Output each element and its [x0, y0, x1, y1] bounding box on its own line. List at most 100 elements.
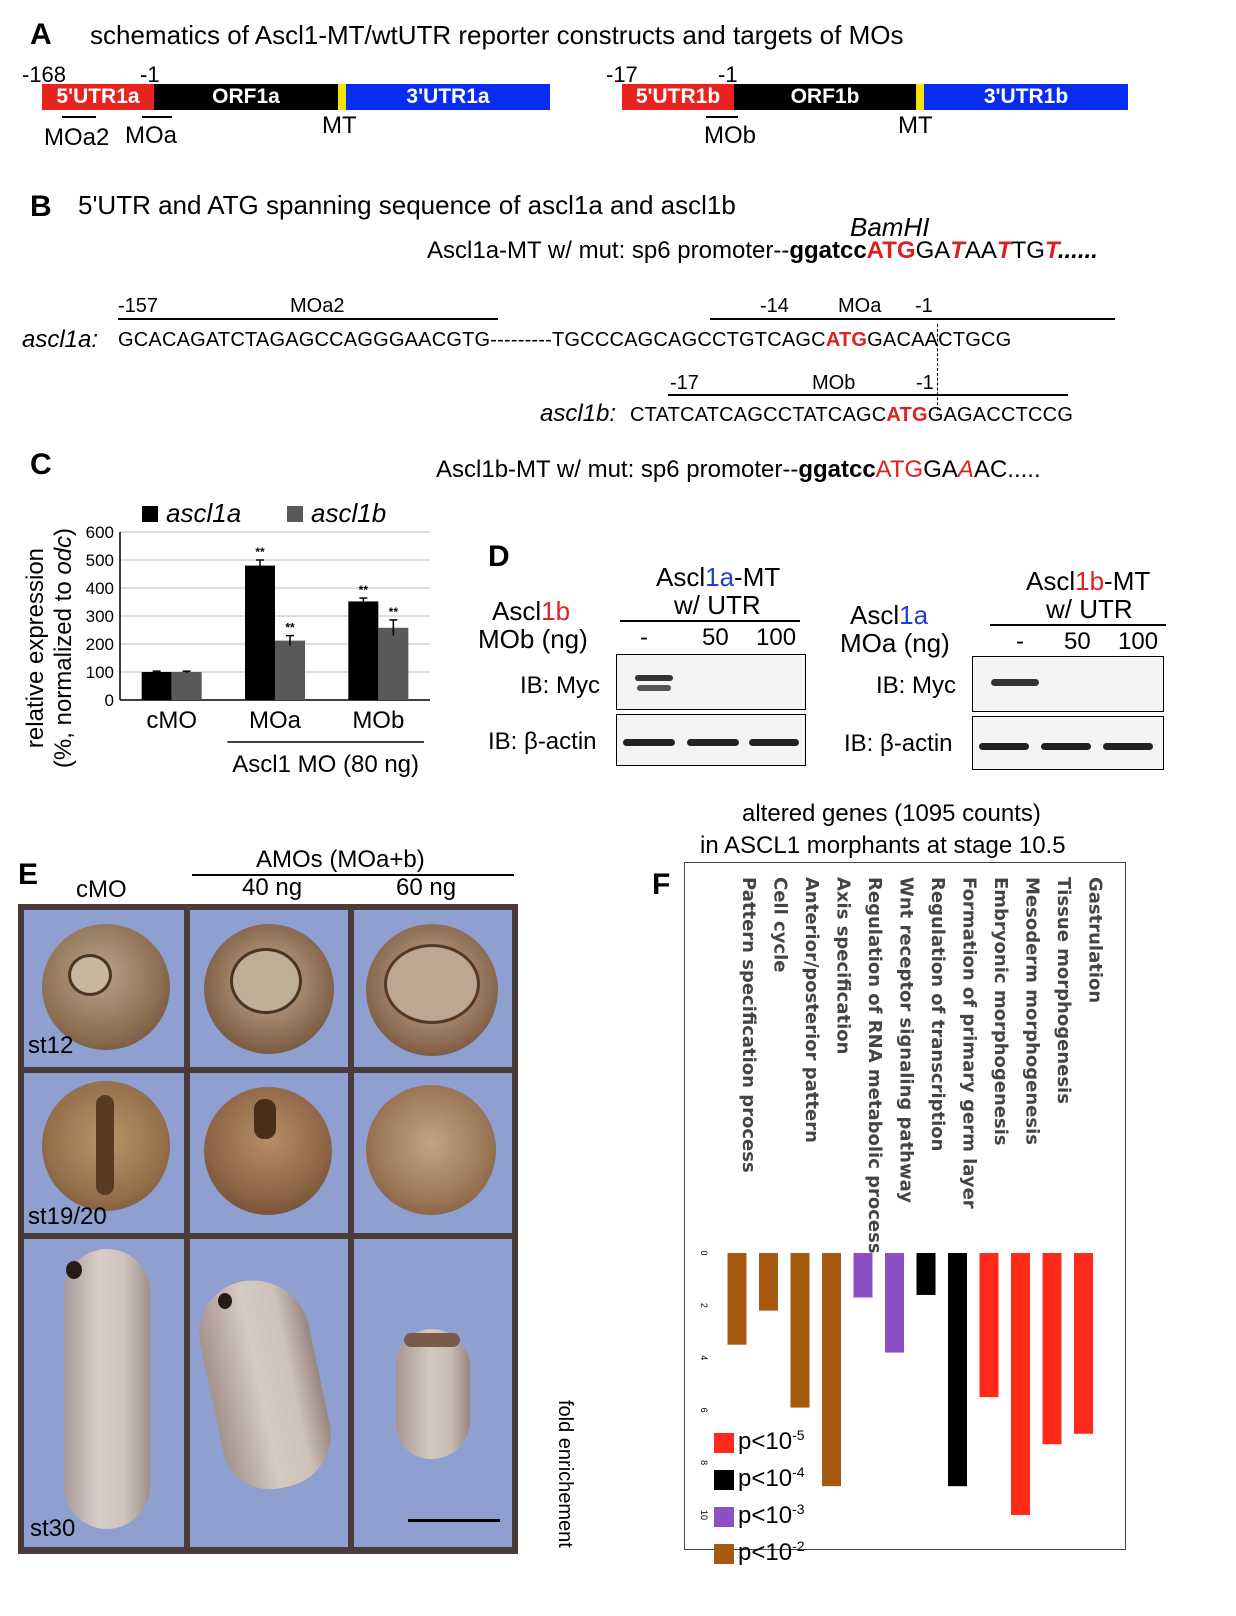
d-right-ib-actin: IB: β-actin [844, 730, 953, 757]
band [687, 739, 739, 746]
legend-swatch [287, 506, 303, 522]
enrichment-bar [948, 1253, 967, 1487]
y-tick-label: 500 [86, 551, 114, 570]
ascl1a-seq: GCACAGATCTAGAGCCAGGGAACGTG---------TGCCC… [118, 329, 1012, 351]
bar-ascl1b-MOa [275, 640, 305, 700]
band [1041, 743, 1091, 750]
pos-b1: -1 [916, 372, 934, 394]
y-tick-label: 6 [699, 1408, 709, 1413]
enrichment-bar [822, 1253, 841, 1487]
pos-start-a: -168 [22, 62, 67, 87]
enrichment-bar [790, 1253, 810, 1408]
legend-label: ascl1b [311, 498, 386, 528]
panel-b-label: B [30, 190, 52, 223]
d-left-dose-0: - [640, 624, 648, 651]
category-label: Wnt receptor signaling pathway [896, 877, 917, 1203]
c-ylabel: relative expression (%, normalized to od… [22, 527, 77, 769]
y-tick-label: 4 [699, 1355, 709, 1360]
d-left-actin-blot [616, 714, 806, 766]
utr5-a: 5'UTR1a [42, 84, 154, 110]
d-right-dose-1: 50 [1064, 628, 1091, 655]
bamhi-label: BamHI [850, 212, 930, 242]
d-left-dose-1: 50 [702, 624, 729, 651]
panel-c-chart: ascl1a ascl1b 0 100 200 300 400 500 600 cMO ** ** MO… [86, 498, 430, 778]
enrichment-bar [916, 1253, 936, 1295]
category-label: Gastrulation [1085, 877, 1106, 1003]
y-tick-label: 8 [699, 1460, 709, 1465]
d-left-mo: MOb (ng) [478, 624, 588, 654]
y-tick-label: 300 [86, 607, 114, 626]
legend-item: p<10-2 [714, 1531, 805, 1568]
significance-mark: ** [389, 605, 399, 619]
d-left-myc-blot [616, 654, 806, 710]
ascl1a-mut-line: Ascl1a-MT w/ mut: sp6 promoter--ggatccAT… [427, 237, 1098, 264]
mo-b-label: MOb [704, 122, 757, 149]
y-tick-label: 400 [86, 579, 114, 598]
bar-ascl1a-MOa [245, 565, 275, 700]
bar-ascl1a-cMO [141, 672, 172, 700]
band [979, 743, 1029, 750]
x-tick-label: MOb [352, 707, 404, 734]
mo-a2-mark [62, 116, 96, 118]
enrichment-bar [759, 1253, 778, 1311]
significance-mark: ** [359, 583, 369, 597]
enrichment-bar [885, 1253, 904, 1353]
pos-atg-b: -1 [718, 62, 738, 87]
d-right-dose-2: 100 [1118, 628, 1159, 655]
embryo-60-st30 [354, 1239, 512, 1547]
category-label: Anterior/posterior pattern [801, 877, 822, 1143]
d-left-underline [620, 620, 800, 622]
panel-a-title: schematics of Ascl1-MT/wtUTR reporter co… [90, 20, 904, 50]
d-left-ib-actin: IB: β-actin [488, 728, 597, 755]
f-ylabel: fold enrichement [554, 1400, 576, 1548]
panel-f-label: F [652, 868, 671, 901]
embryo-cmo-st12: st12 [24, 910, 184, 1067]
category-label: Tissue morphogenesis [1053, 877, 1074, 1104]
legend-item: p<10-4 [714, 1457, 805, 1494]
category-label: Mesoderm morphogenesis [1022, 877, 1043, 1145]
band [991, 679, 1039, 686]
panel-a-label: A [30, 18, 52, 51]
mo-a2-label: MOa2 [44, 124, 110, 151]
enrichment-bar [1074, 1253, 1093, 1434]
mt-tag-b [916, 84, 924, 110]
embryo-40-st19 [190, 1073, 348, 1233]
d-right-construct-line2: w/ UTR [1046, 594, 1133, 624]
embryo-60-st19 [354, 1073, 512, 1233]
y-tick-label: 600 [86, 523, 114, 542]
mo-a-mark [142, 116, 172, 118]
pos-start-b: -17 [606, 62, 638, 87]
panel-e-label: E [18, 858, 39, 891]
f-title-1: altered genes (1095 counts) [742, 800, 1041, 827]
d-right-actin-blot [972, 716, 1164, 770]
pos-17: -17 [670, 372, 699, 394]
embryo-cmo-st19: st19/20 [24, 1073, 184, 1233]
d-left-ib-myc: IB: Myc [520, 672, 601, 699]
band [637, 685, 671, 691]
ascl1b-seq: CTATCATCAGCCTATCAGCATGGAGACCTCCG [630, 404, 1074, 426]
pos-14: -14 [760, 295, 789, 317]
enrichment-bar [979, 1253, 999, 1398]
category-label: Regulation of RNA metabolic process [864, 877, 885, 1254]
mo-a-seq-line [710, 318, 1115, 320]
d-right-underline [990, 624, 1166, 626]
bar-ascl1b-MOb [378, 627, 409, 700]
e-dose-40: 40 ng [242, 874, 303, 901]
mo-b-seq-label: MOb [812, 372, 856, 394]
mt-tag-a [338, 84, 346, 110]
e-amo-header: AMOs (MOa+b) [256, 846, 425, 873]
d-left-construct-line2: w/ UTR [674, 590, 761, 620]
mo-b-seq-line [668, 394, 1068, 396]
ascl1b-name: ascl1b: [540, 400, 617, 427]
atg-dashed-line [937, 324, 938, 410]
band [749, 739, 799, 746]
stage-st19: st19/20 [28, 1203, 107, 1230]
mo-a-seq-label: MOa [838, 295, 882, 317]
bar-ascl1b-cMO [171, 672, 202, 700]
e-col-cmo: cMO [76, 876, 127, 903]
d-right-construct: Ascl1b-MT [1026, 566, 1151, 596]
category-label: Regulation of transcription [927, 877, 948, 1151]
d-left-target: Ascl1b [492, 596, 571, 626]
y-tick-label: 0 [105, 691, 114, 710]
e-dose-60: 60 ng [396, 874, 457, 901]
